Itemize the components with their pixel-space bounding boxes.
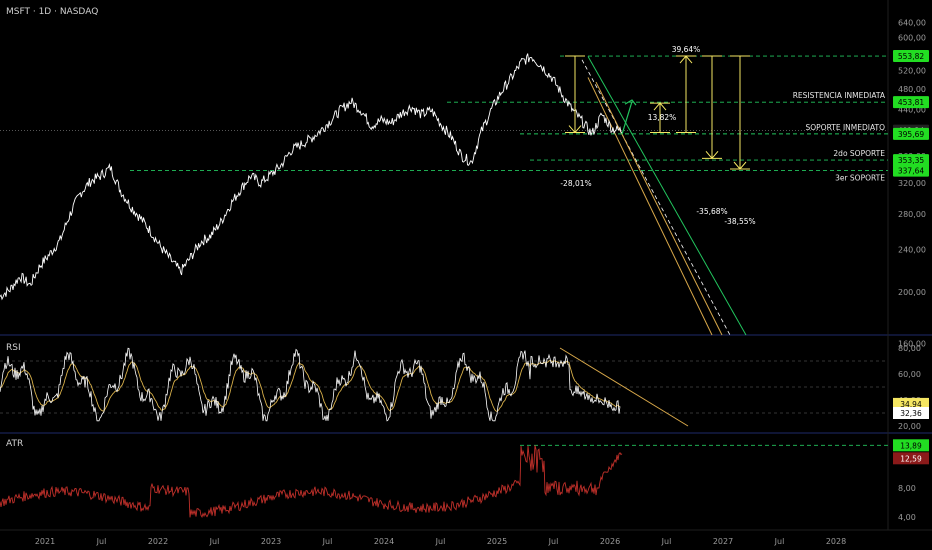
price-tag: 553,82 [898,52,924,61]
measure-label: -28,01% [560,179,591,188]
price-tag: 353,35 [898,156,924,165]
time-tick-label: 2022 [148,537,168,546]
atr-tick-label: 4,00 [898,513,916,522]
time-tick-label: Jul [96,537,107,546]
rsi-tick-label: 20,00 [898,422,921,431]
time-tick-label: 2027 [713,537,733,546]
rsi-title: RSI [6,343,21,353]
atr-line [0,445,623,518]
atr-level-tag-box [893,439,929,452]
time-tick-label: 2028 [826,537,846,546]
chart-title: MSFT · 1D · NASDAQ [6,7,98,17]
level-label: 2do SOPORTE [833,149,885,158]
rsi-tick-label: 80,00 [898,344,921,353]
measurement-arrows[interactable]: -28,01% 13,82% 39,64% -35,68%-38,55% [560,45,755,226]
time-tick-label: 2023 [261,537,281,546]
time-tick-label: Jul [435,537,446,546]
price-tick-label: 480,00 [898,85,926,94]
time-axis[interactable]: 2021 Jul 2022 Jul 2023 Jul 2024 Jul 2025 Jul 2026 J… [35,537,846,546]
rsi-tick-label: 60,00 [898,370,921,379]
measure-label: 13,82% [648,113,677,122]
price-tag-box [893,50,929,63]
rsi-line [0,347,621,422]
time-tick-label: Jul [209,537,220,546]
atr-title: ATR [6,439,23,449]
measure-arrowhead [733,161,747,170]
level-label: SOPORTE INMEDIATO [805,123,885,132]
time-tick-label: Jul [661,537,672,546]
time-tick-label: Jul [548,537,559,546]
atr-tag-box [893,452,929,465]
measure-label: -38,55% [724,217,755,226]
measure-label: 39,64% [672,45,701,54]
level-label: RESISTENCIA INMEDIATA [793,91,886,100]
measure-arrowhead [679,55,693,64]
atr-tick-label: 8,00 [898,484,916,493]
price-series [0,53,623,301]
rsi-tag-box [893,397,929,410]
trendline-mid [581,59,731,336]
rsi-ma-tag: 32,36 [900,409,922,418]
price-tag: 337,64 [898,167,924,176]
price-tag-box [893,154,929,167]
rebound-arrowhead [624,99,637,106]
measure-arrowhead [705,151,719,160]
rsi-ma-tag-box [893,407,929,419]
atr-tag: 12,59 [900,454,922,463]
time-tick-label: 2025 [487,537,507,546]
trendline-lower-2 [595,81,723,336]
measure-arrowhead [568,125,582,134]
time-tick-label: 2021 [35,537,55,546]
trendline-upper [587,56,747,336]
atr-panel[interactable]: 4,00 8,00 13,89 12,59 [0,439,929,522]
price-line [0,53,623,301]
rsi-tag: 34,94 [900,400,922,409]
time-tick-label: Jul [774,537,785,546]
price-tick-label: 440,00 [898,105,926,114]
price-tag-box [893,96,929,109]
price-tag-box [893,164,929,177]
level-labels: RESISTENCIA INMEDIATA SOPORTE INMEDIATO 2d… [793,91,886,182]
price-tick-label: 600,00 [898,34,926,43]
time-tick-label: Jul [322,537,333,546]
rebound-arrow [621,101,633,135]
price-tick-label: 640,00 [898,19,926,28]
measure-label: -35,68% [696,207,727,216]
price-tag-box [893,127,929,140]
price-tick-label: 520,00 [898,67,926,76]
rsi-ma-line [0,360,620,413]
price-tick-label: 160,00 [898,340,926,349]
price-tag: 453,81 [898,98,924,107]
price-tick-label: 320,00 [898,179,926,188]
time-tick-label: 2024 [374,537,394,546]
time-tick-label: 2026 [600,537,620,546]
price-tick-label: 200,00 [898,288,926,297]
price-tick-label: 240,00 [898,246,926,255]
price-tick-label: 280,00 [898,210,926,219]
level-label: 3er SOPORTE [835,174,885,183]
price-tag: 395,69 [898,130,924,139]
rsi-trendline [559,347,689,427]
atr-level-tag: 13,89 [900,441,922,450]
measure-arrowhead [653,102,667,111]
